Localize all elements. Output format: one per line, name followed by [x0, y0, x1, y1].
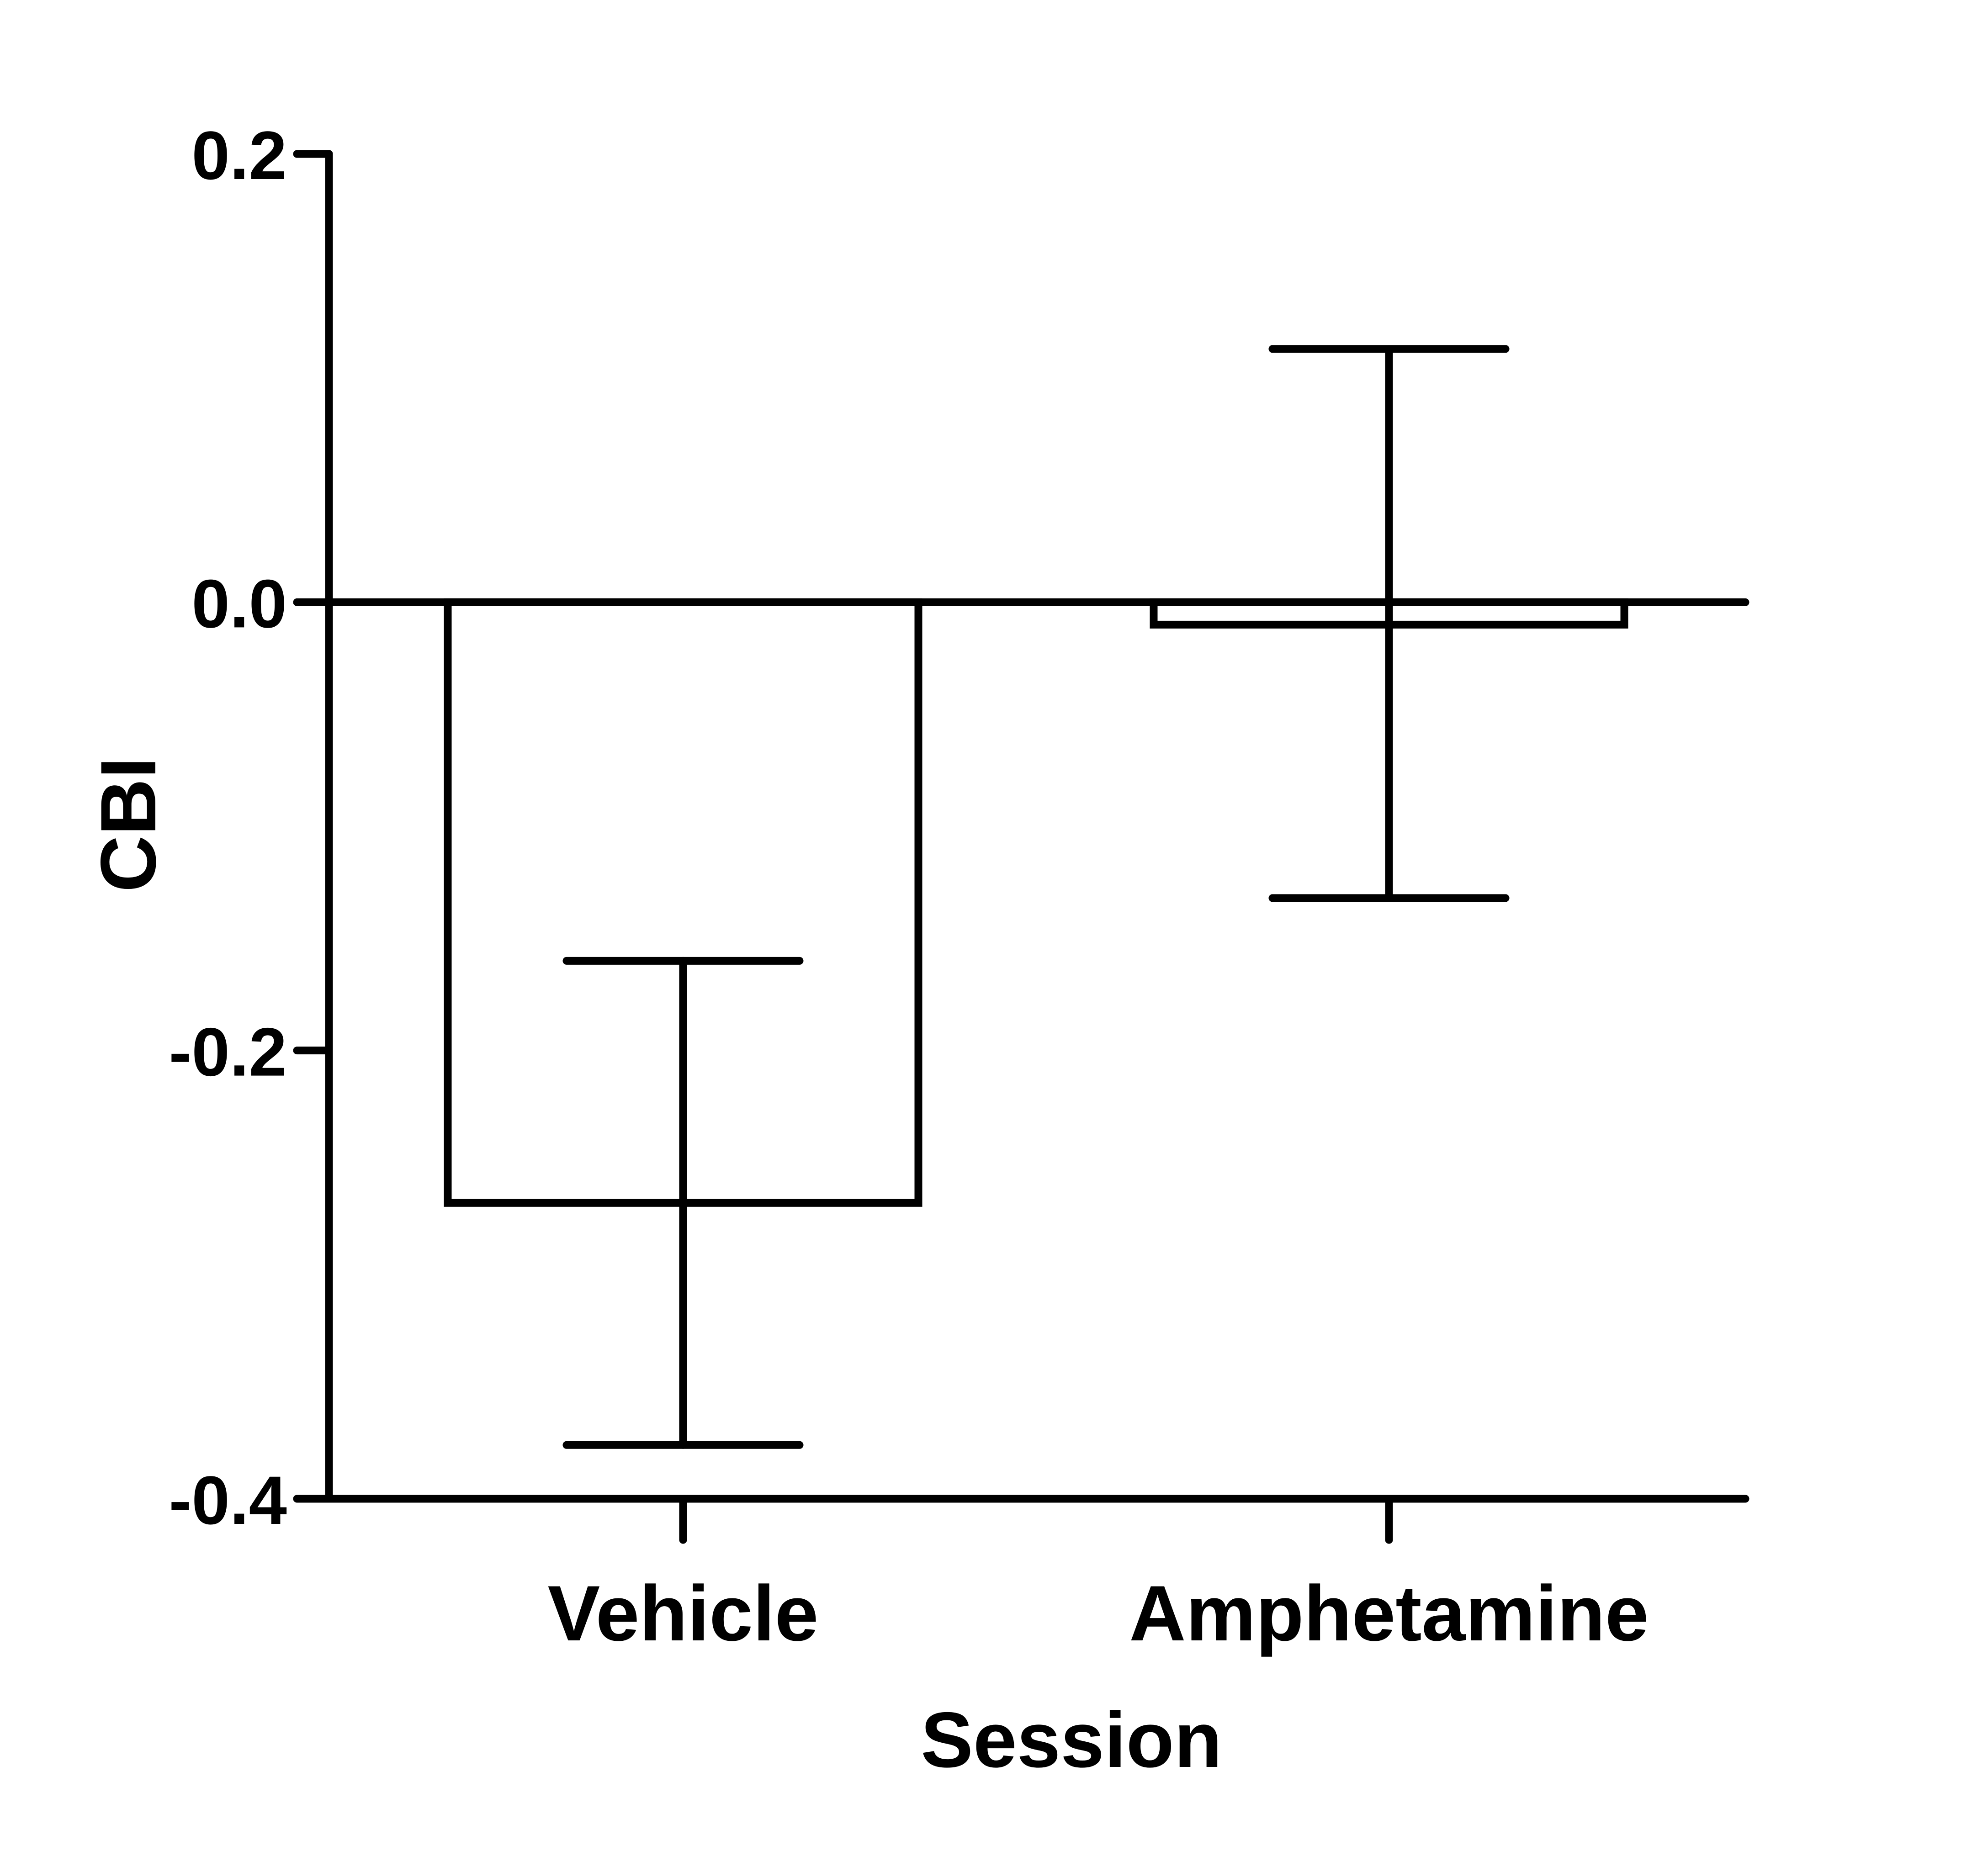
axes-group [293, 150, 1749, 1544]
x-tick-label-vehicle: Vehicle [548, 1570, 819, 1657]
y-tick-label-3: -0.4 [169, 1462, 287, 1539]
error-bars-group [562, 345, 1510, 1449]
x-axis-title: Session [921, 1696, 1222, 1784]
x-tick-label-amphetamine: Amphetamine [1129, 1570, 1649, 1657]
y-tick-label-0: 0.2 [191, 117, 287, 194]
y-axis-title: CBI [85, 757, 172, 892]
labels-group: 0.2 0.0 -0.2 -0.4 Vehicle Amphetamine Session C… [85, 117, 1649, 1784]
bars-group [444, 598, 1628, 1207]
y-tick-label-2: -0.2 [169, 1014, 287, 1090]
y-tick-label-1: 0.0 [191, 565, 287, 642]
